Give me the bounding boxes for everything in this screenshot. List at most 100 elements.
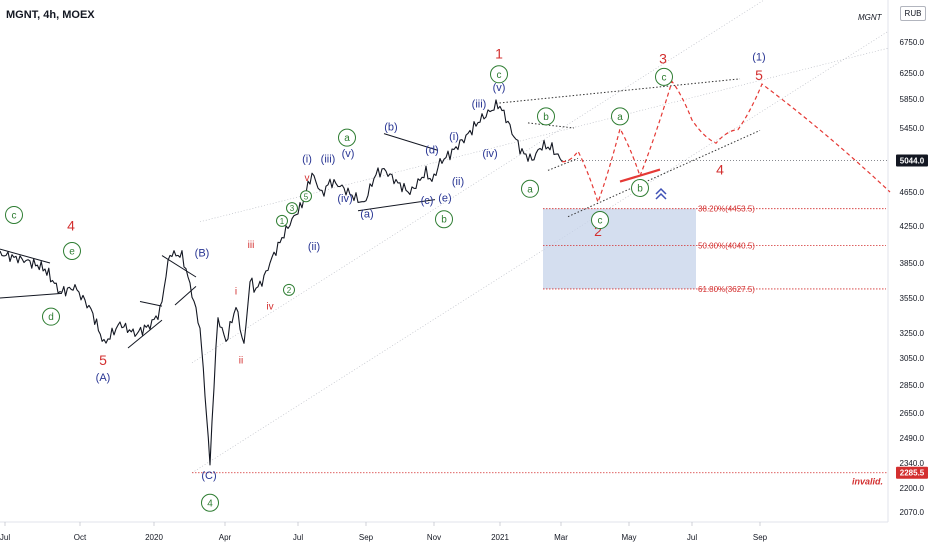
pattern-trendline xyxy=(174,285,197,306)
wave-label: 1 xyxy=(495,46,503,62)
wave-label: (ii) xyxy=(308,241,320,253)
wave-label: (iv) xyxy=(482,148,497,160)
currency-badge[interactable]: RUB xyxy=(900,6,926,21)
wave-circle xyxy=(283,283,295,296)
price-tick-label: 3550.0 xyxy=(900,294,925,303)
wave-label: (B) xyxy=(195,248,210,260)
wave-circle-label: b xyxy=(631,179,649,197)
price-tick-label: 3250.0 xyxy=(900,329,925,338)
time-tick-label: Jul xyxy=(687,533,697,542)
forecast-path xyxy=(561,80,891,205)
price-tick-label: 5850.0 xyxy=(900,95,925,104)
last-price-label: 5044.0 xyxy=(900,156,925,165)
wave-label: (v) xyxy=(493,82,506,94)
wave-circle-text: d xyxy=(48,312,54,323)
wave-circle-label: e xyxy=(63,241,81,260)
wave-circle xyxy=(63,241,81,260)
double-chevron-up-icon xyxy=(655,187,667,200)
trendline xyxy=(495,78,741,104)
wave-label: 4 xyxy=(716,161,724,177)
wave-circle xyxy=(611,107,629,126)
wave-label: (d) xyxy=(425,145,438,157)
pattern-trendline xyxy=(383,133,439,151)
time-tick-label: Nov xyxy=(427,533,441,542)
wave-circle-text: b xyxy=(543,112,549,123)
time-tick-label: Sep xyxy=(753,533,768,542)
pattern-trendline xyxy=(161,255,197,278)
wave-label: iv xyxy=(266,302,273,313)
wave-circle-text: e xyxy=(69,246,75,257)
wave-label: (ii) xyxy=(452,176,464,188)
forecast-segment xyxy=(619,168,661,183)
wave-circle xyxy=(521,179,539,198)
wave-circle xyxy=(591,211,609,230)
last-price-badge xyxy=(896,154,928,167)
pattern-trendline xyxy=(139,301,163,307)
wave-circle xyxy=(286,202,298,215)
wave-label: 5 xyxy=(755,67,763,83)
wave-circle-text: b xyxy=(441,215,447,226)
wave-label: (C) xyxy=(201,470,216,482)
wave-circle xyxy=(537,107,555,126)
chevron-up-icon xyxy=(655,192,667,200)
price-tick-label: 6250.0 xyxy=(900,69,925,78)
wave-circle xyxy=(435,210,453,229)
wave-circle-label: c xyxy=(655,67,673,86)
wave-circle-label: a xyxy=(611,107,629,126)
wave-circle-text: 4 xyxy=(207,498,213,509)
wave-circle-text: c xyxy=(497,70,502,81)
price-tick-label: 4650.0 xyxy=(900,188,925,197)
wave-circle-label: c xyxy=(5,205,23,224)
time-tick-label: Jul xyxy=(0,533,10,542)
wave-circle-label: 4 xyxy=(201,493,219,512)
symbol-title: MGNT, 4h, MOEX xyxy=(6,9,95,21)
wave-circle-text: c xyxy=(662,72,667,83)
wave-circle-text: 2 xyxy=(287,286,292,295)
wave-label: (a) xyxy=(360,209,373,221)
time-tick-label: 2020 xyxy=(145,533,163,542)
wave-label: (1) xyxy=(752,52,765,64)
wave-circle-label: b xyxy=(537,107,555,126)
invalidation-price-badge xyxy=(896,466,928,479)
fib-level-label: 61.80%(3627.5) xyxy=(698,285,755,294)
wave-circle-label: a xyxy=(338,128,356,147)
wave-circle-label: 1 xyxy=(276,214,288,227)
wave-circle-text: 5 xyxy=(304,192,309,201)
wave-label: (A) xyxy=(96,372,111,384)
wave-label: iii xyxy=(248,240,255,251)
wave-label: (b) xyxy=(384,121,397,133)
price-tick-label: 2490.0 xyxy=(900,434,925,443)
price-tick-label: 3050.0 xyxy=(900,354,925,363)
wave-circle xyxy=(5,205,23,224)
wave-circle-label: 3 xyxy=(286,202,298,215)
price-tick-label: 6750.0 xyxy=(900,38,925,47)
wave-label: 4 xyxy=(67,218,75,234)
wave-label: (c) xyxy=(421,195,434,207)
time-tick-label: Oct xyxy=(74,533,87,542)
wave-circle xyxy=(490,65,508,84)
time-tick-label: Mar xyxy=(554,533,568,542)
trendline xyxy=(547,157,579,171)
wave-label: (v) xyxy=(342,148,355,160)
wave-circle-text: c xyxy=(12,210,17,221)
wave-circle-label: b xyxy=(435,210,453,229)
wave-circle xyxy=(201,493,219,512)
wave-circle xyxy=(338,128,356,147)
wave-circle-text: 1 xyxy=(280,217,285,226)
channel-mid-line xyxy=(191,0,765,364)
pattern-trendline xyxy=(127,319,163,349)
fib-level-label: 38.20%(4453.5) xyxy=(698,205,755,214)
wave-label: ii xyxy=(239,355,243,366)
wave-circle-label: c xyxy=(490,65,508,84)
price-tick-label: 2650.0 xyxy=(900,409,925,418)
wave-circle xyxy=(42,307,60,326)
wave-label: 3 xyxy=(659,51,667,67)
pattern-trendline xyxy=(0,292,63,299)
time-tick-label: Sep xyxy=(359,533,374,542)
time-tick-label: Jul xyxy=(293,533,303,542)
wave-circle-label: 5 xyxy=(300,190,312,203)
wave-circle-label: d xyxy=(42,307,60,326)
wave-label: 5 xyxy=(99,352,107,368)
wave-label: 2 xyxy=(594,223,602,239)
pattern-trendline xyxy=(0,248,51,264)
